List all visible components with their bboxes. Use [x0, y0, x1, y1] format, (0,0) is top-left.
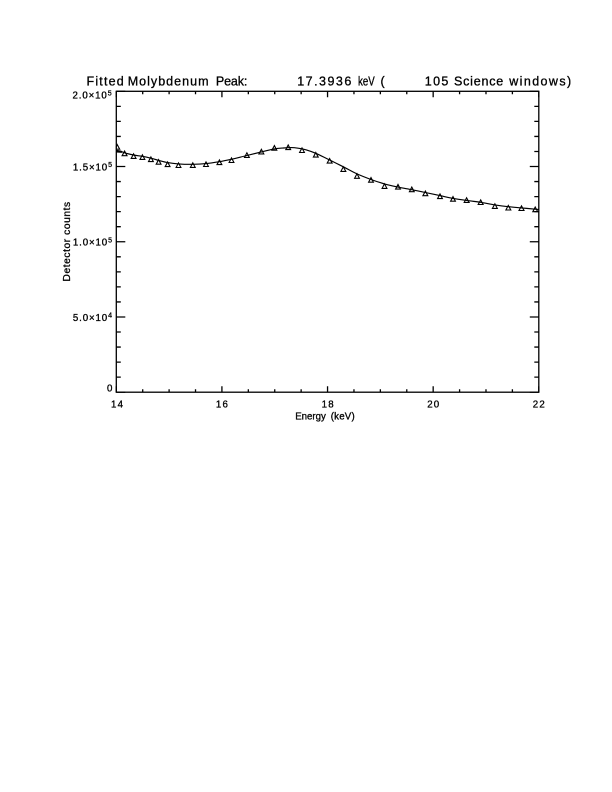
svg-text:14: 14 — [111, 399, 124, 410]
svg-text:Energy: Energy — [295, 411, 326, 422]
svg-text:16: 16 — [216, 399, 228, 410]
svg-text:5: 5 — [108, 162, 112, 169]
svg-text:Molybdenum: Molybdenum — [128, 74, 209, 88]
svg-text:(keV): (keV) — [331, 411, 355, 422]
svg-text:windows): windows) — [508, 74, 571, 88]
svg-text:5: 5 — [108, 237, 112, 244]
svg-text:18: 18 — [322, 399, 334, 410]
svg-text:4: 4 — [108, 313, 112, 320]
svg-text:17.3936: 17.3936 — [297, 74, 351, 88]
svg-text:5: 5 — [108, 90, 112, 97]
svg-text:22: 22 — [533, 399, 545, 410]
svg-text:Fitted: Fitted — [87, 74, 124, 88]
svg-text:Detector counts: Detector counts — [62, 202, 73, 282]
svg-text:0: 0 — [107, 384, 113, 395]
svg-text:2.0×10: 2.0×10 — [73, 91, 108, 102]
svg-text:1.0×10: 1.0×10 — [73, 238, 108, 249]
svg-text:Science: Science — [454, 74, 503, 88]
svg-text:keV: keV — [358, 74, 375, 88]
svg-text:5.0×10: 5.0×10 — [73, 313, 108, 324]
svg-text:105: 105 — [425, 74, 449, 88]
svg-text:20: 20 — [427, 399, 440, 410]
svg-text:(: ( — [381, 74, 386, 88]
svg-text:Peak:: Peak: — [216, 74, 247, 88]
svg-text:1.5×10: 1.5×10 — [73, 162, 108, 173]
